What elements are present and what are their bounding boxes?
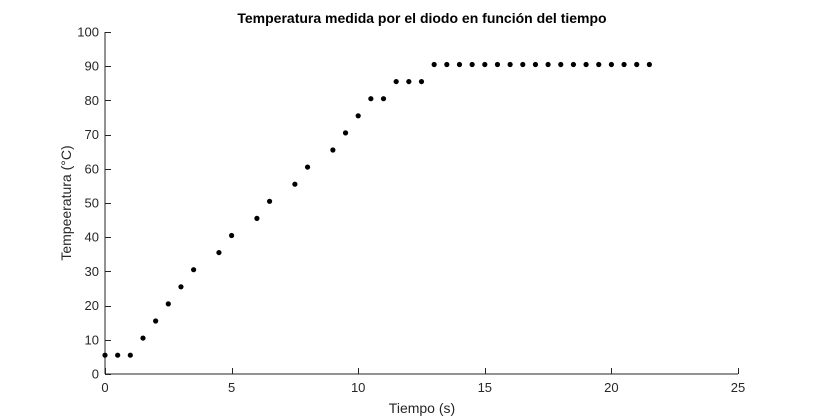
y-ticks: 0 10 20 30 40 50 60 70 80 90 100	[77, 25, 111, 382]
data-point	[507, 61, 513, 68]
x-tick-label: 10	[351, 380, 365, 395]
data-point	[520, 61, 526, 68]
data-point	[418, 78, 425, 85]
data-point	[254, 215, 260, 221]
data-point	[355, 113, 361, 119]
data-point	[115, 352, 121, 358]
y-tick-label: 30	[85, 264, 99, 279]
data-point	[406, 78, 412, 85]
data-point	[646, 61, 652, 68]
x-ticks: 0 5 10 15 20 25	[101, 368, 745, 395]
y-tick-label: 80	[85, 93, 99, 108]
data-point	[494, 61, 501, 68]
data-point	[469, 61, 475, 68]
data-point	[482, 61, 488, 68]
data-point	[153, 318, 159, 324]
y-tick-label: 90	[85, 59, 99, 74]
data-point	[304, 164, 311, 170]
data-point	[266, 198, 273, 204]
y-tick-label: 70	[85, 127, 99, 142]
data-point	[368, 96, 374, 102]
data-point	[583, 61, 589, 68]
data-point	[380, 96, 387, 102]
data-point	[431, 61, 437, 68]
x-tick-label: 25	[731, 380, 745, 395]
data-point	[292, 181, 298, 187]
data-points	[102, 61, 652, 358]
data-point	[596, 61, 602, 68]
y-tick-label: 20	[85, 298, 99, 313]
data-point	[456, 61, 463, 68]
data-point	[140, 335, 146, 341]
data-point	[444, 61, 450, 68]
data-point	[102, 352, 108, 358]
data-point	[558, 61, 564, 68]
data-point	[229, 232, 235, 239]
y-axis-label: Tempeeratura (°C)	[58, 145, 74, 260]
y-tick-label: 10	[85, 332, 99, 347]
y-tick-label: 60	[85, 161, 99, 176]
x-tick-label: 0	[101, 380, 108, 395]
data-point	[634, 61, 640, 68]
x-tick-label: 5	[228, 380, 235, 395]
data-point	[165, 301, 171, 307]
data-point	[545, 61, 551, 68]
data-point	[191, 267, 197, 273]
y-tick-label: 40	[85, 230, 99, 245]
chart-title: Temperatura medida por el diodo en funci…	[237, 10, 606, 26]
data-point	[393, 78, 399, 85]
data-point	[532, 61, 539, 68]
data-point	[178, 284, 184, 290]
x-axis-label: Tiempo (s)	[389, 400, 455, 416]
data-point	[127, 352, 133, 358]
data-point	[570, 61, 577, 68]
y-tick-label: 100	[77, 25, 99, 40]
data-point	[330, 147, 336, 153]
y-tick-label: 50	[85, 196, 99, 211]
y-tick-label: 0	[92, 367, 99, 382]
data-point	[216, 249, 222, 256]
data-point	[621, 61, 627, 68]
data-point	[608, 61, 615, 68]
data-point	[342, 130, 349, 136]
x-tick-label: 15	[478, 380, 492, 395]
x-tick-label: 20	[604, 380, 618, 395]
